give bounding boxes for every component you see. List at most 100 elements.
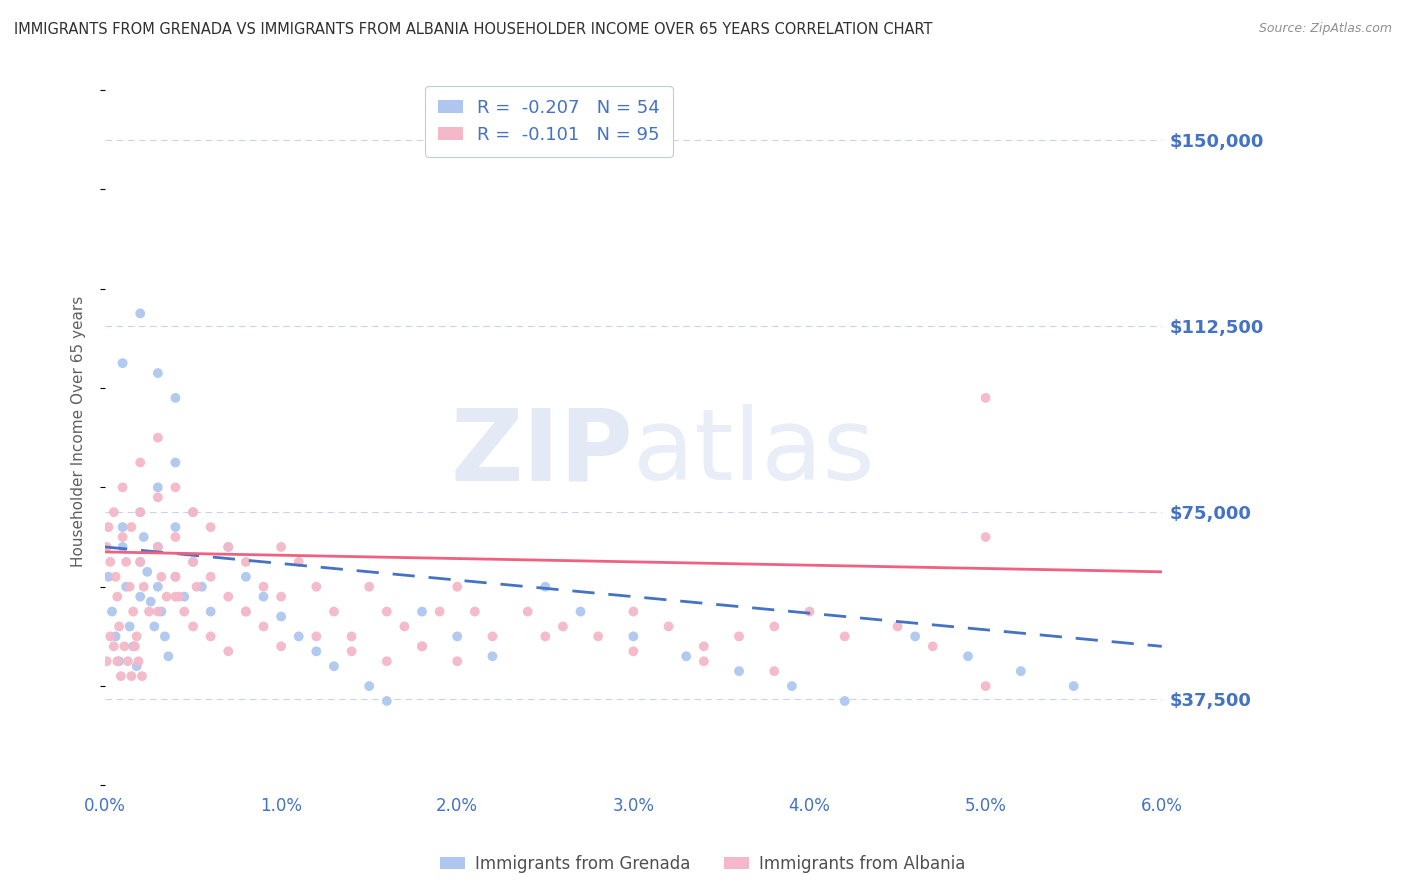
Point — [323, 605, 346, 619]
Point — [375, 654, 398, 668]
Point — [105, 654, 128, 668]
Point — [693, 640, 716, 654]
Point — [129, 505, 152, 519]
Point — [763, 619, 786, 633]
Point — [191, 580, 214, 594]
Point — [481, 649, 503, 664]
Point — [101, 605, 124, 619]
Point — [111, 540, 134, 554]
Point — [118, 580, 141, 594]
Y-axis label: Householder Income Over 65 years: Householder Income Over 65 years — [72, 296, 86, 567]
Point — [125, 659, 148, 673]
Point — [235, 605, 257, 619]
Point — [305, 629, 328, 643]
Point — [129, 505, 152, 519]
Point — [693, 654, 716, 668]
Point — [150, 605, 173, 619]
Point — [173, 605, 195, 619]
Point — [129, 590, 152, 604]
Point — [1010, 664, 1032, 678]
Point — [375, 605, 398, 619]
Point — [115, 555, 138, 569]
Legend: R =  -0.207   N = 54, R =  -0.101   N = 95: R = -0.207 N = 54, R = -0.101 N = 95 — [425, 87, 672, 157]
Point — [569, 605, 592, 619]
Point — [270, 609, 292, 624]
Point — [551, 619, 574, 633]
Point — [217, 590, 239, 604]
Point — [118, 619, 141, 633]
Point — [125, 629, 148, 643]
Point — [165, 590, 187, 604]
Point — [446, 654, 468, 668]
Point — [446, 580, 468, 594]
Point — [481, 629, 503, 643]
Point — [98, 629, 121, 643]
Point — [120, 669, 142, 683]
Point — [104, 570, 127, 584]
Point — [139, 594, 162, 608]
Point — [235, 555, 257, 569]
Point — [534, 580, 557, 594]
Point — [165, 530, 187, 544]
Point — [728, 664, 751, 678]
Point — [97, 520, 120, 534]
Point — [834, 629, 856, 643]
Point — [165, 520, 187, 534]
Point — [217, 540, 239, 554]
Point — [270, 590, 292, 604]
Point — [165, 455, 187, 469]
Point — [181, 505, 204, 519]
Point — [252, 619, 274, 633]
Point — [104, 629, 127, 643]
Point — [200, 570, 222, 584]
Point — [200, 520, 222, 534]
Point — [217, 644, 239, 658]
Point — [129, 555, 152, 569]
Point — [146, 480, 169, 494]
Point — [464, 605, 486, 619]
Point — [235, 605, 257, 619]
Point — [132, 530, 155, 544]
Point — [411, 640, 433, 654]
Point — [153, 629, 176, 643]
Point — [127, 654, 149, 668]
Point — [186, 580, 208, 594]
Point — [181, 555, 204, 569]
Text: ZIP: ZIP — [450, 404, 633, 501]
Point — [156, 590, 179, 604]
Point — [252, 580, 274, 594]
Point — [111, 480, 134, 494]
Point — [165, 570, 187, 584]
Point — [108, 654, 131, 668]
Point — [132, 580, 155, 594]
Point — [157, 649, 180, 664]
Point — [270, 540, 292, 554]
Point — [375, 694, 398, 708]
Point — [340, 644, 363, 658]
Point — [621, 644, 644, 658]
Point — [305, 580, 328, 594]
Point — [621, 629, 644, 643]
Point — [117, 654, 139, 668]
Point — [146, 431, 169, 445]
Point — [111, 530, 134, 544]
Point — [98, 555, 121, 569]
Point — [359, 580, 381, 594]
Point — [167, 590, 190, 604]
Point — [146, 490, 169, 504]
Point — [110, 669, 132, 683]
Point — [323, 659, 346, 673]
Text: Source: ZipAtlas.com: Source: ZipAtlas.com — [1258, 22, 1392, 36]
Point — [235, 570, 257, 584]
Point — [146, 540, 169, 554]
Point — [96, 654, 118, 668]
Point — [103, 640, 125, 654]
Point — [129, 555, 152, 569]
Point — [124, 640, 146, 654]
Point — [780, 679, 803, 693]
Point — [270, 640, 292, 654]
Point — [129, 455, 152, 469]
Point — [799, 605, 821, 619]
Point — [658, 619, 681, 633]
Point — [394, 619, 416, 633]
